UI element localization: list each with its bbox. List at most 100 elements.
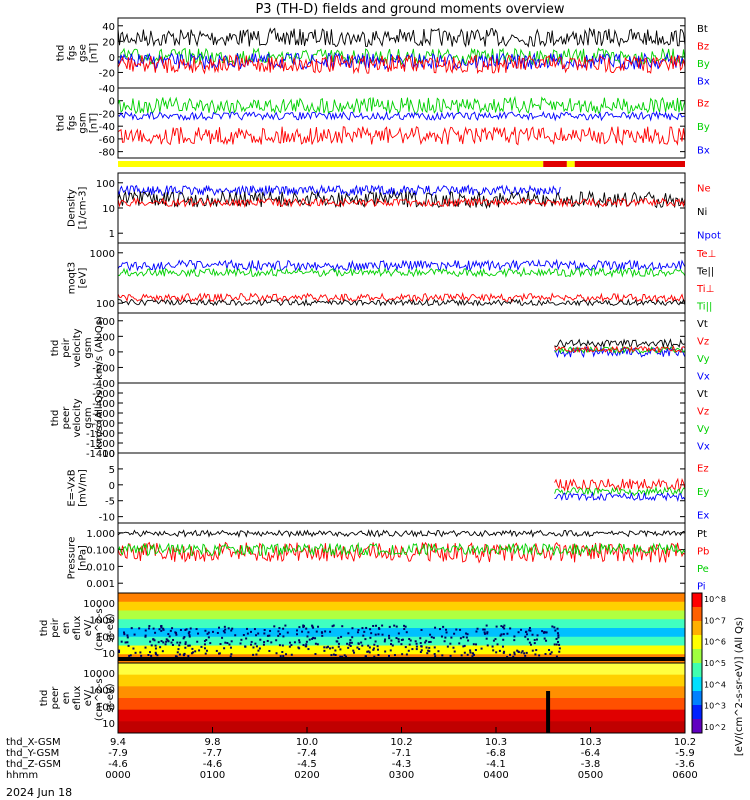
ylabel-line: peir [50,617,61,637]
ylabel-line: thd [39,620,50,637]
spectrogram-pixel [400,638,403,641]
spectrogram-pixel [329,647,332,650]
spectrogram-pixel [277,634,280,637]
spectrogram-pixel [324,630,327,633]
spectrogram-pixel [492,649,495,652]
spectrogram-pixel [304,645,307,648]
spectrogram-pixel [171,627,174,630]
spectrogram-pixel [408,637,411,640]
spectrogram-pixel [118,649,121,652]
spectrogram-pixel [377,648,380,651]
spectrogram-pixel [246,632,249,635]
spectrogram-pixel [216,631,219,634]
spectrogram-pixel [361,627,364,630]
spectrogram-pixel [368,651,371,654]
legend-Bx: Bx [697,77,710,88]
ylabel-line: gsm [83,337,94,358]
spectrogram-gap [546,691,551,733]
spectrogram-pixel [377,633,380,636]
spectrogram-pixel [222,630,225,633]
spectrogram-pixel [282,635,285,638]
spectrogram-pixel [469,651,472,654]
spectrogram-pixel [331,646,334,649]
colorbar-cell [692,705,702,720]
spectrogram-pixel [486,632,489,635]
spectrogram-pixel [152,638,155,641]
legend-Ti⊥: Ti⊥ [696,284,714,295]
spectrogram-pixel [472,643,475,646]
spectrogram-pixel [529,629,532,632]
colorbar-tick: 10^2 [704,723,726,732]
spectrogram-pixel [306,635,309,638]
panel-peir_spec: thdpeirenefluxeV/(cm^2-s-sr-eV)101001000… [39,592,686,664]
legend-Ex: Ex [697,510,709,521]
ylabel-pressure: Pressure[nPa] [67,537,89,580]
xaxis-value: -4.6 [108,759,128,770]
ytick-label: 1000 [90,616,115,627]
spectrogram-pixel [203,640,206,643]
spectrogram-pixel [288,641,291,644]
xaxis-value: -6.8 [486,748,506,759]
spectrogram-pixel [462,636,465,639]
spectrogram-pixel [187,644,190,647]
spectrogram-pixel [295,629,298,632]
colorbar: 10^2 10^3 10^4 10^5 10^6 10^7 10^8 [eV/(cm^2-s-… [691,592,745,756]
spectrogram-pixel [130,627,133,630]
ylabel-line: moqt3 [67,262,78,295]
ylabel-line: thd [50,410,61,427]
ytick-label: 100 [96,179,115,190]
spectrogram-pixel [149,640,152,643]
spectrogram-pixel [390,639,393,642]
ylabel-line: [nT] [89,113,100,133]
spectrogram-pixel [397,632,400,635]
ytick-label: 200 [96,332,115,343]
spectrogram-pixel [411,648,414,651]
spectrogram-pixel [215,649,218,652]
spectrogram-pixel [356,631,359,634]
spectrogram-pixel [485,624,488,627]
spectrogram-pixel [134,651,137,654]
spectrogram-pixel [384,638,387,641]
ytick-label: -40 [99,122,115,133]
legend-Bz: Bz [697,42,709,53]
legend-Bz: Bz [697,99,709,110]
ytick-label: -40 [99,84,115,95]
spectrogram-pixel [203,647,206,650]
spectrogram-pixel [362,634,365,637]
ylabel-line: velocity [72,328,83,367]
spectrogram-pixel [428,650,431,653]
spectrogram-pixel [160,629,163,632]
spectrogram-pixel [352,649,355,652]
spectrogram-pixel [315,630,318,633]
colorbar-cell [692,719,702,734]
xaxis-value: -4.3 [392,759,412,770]
legend-Npot: Npot [697,230,721,241]
spectrogram-pixel [144,634,147,637]
spectrogram-pixel [388,625,391,628]
ylabel-line: en [61,622,72,635]
legend-Bt: Bt [697,24,708,35]
spectrogram-pixel [445,631,448,634]
spectrogram-pixel [358,648,361,651]
spectrogram-pixel [162,641,165,644]
ytick-label: -400 [92,379,115,390]
spectrogram-pixel [312,626,315,629]
spectrogram-band [118,593,685,603]
spectrogram-pixel [245,637,248,640]
spectrogram-pixel [337,645,340,648]
series-Bz [117,126,686,146]
xaxis-value: -3.8 [581,759,601,770]
spectrogram-pixel [160,640,163,643]
colorbar-tick: 10^3 [704,702,726,711]
spectrogram-pixel [463,644,466,647]
ytick-label: -1200 [86,439,115,450]
series-Bx [117,52,686,71]
spectrogram-pixel [164,643,167,646]
spectrogram-pixel [459,637,462,640]
spectrogram-pixel [144,646,147,649]
spectrogram-pixel [120,640,123,643]
spectrogram-pixel [557,634,560,637]
spectrogram-pixel [349,639,352,642]
spectrogram-pixel [429,633,432,636]
colorbar-cell [692,593,702,608]
